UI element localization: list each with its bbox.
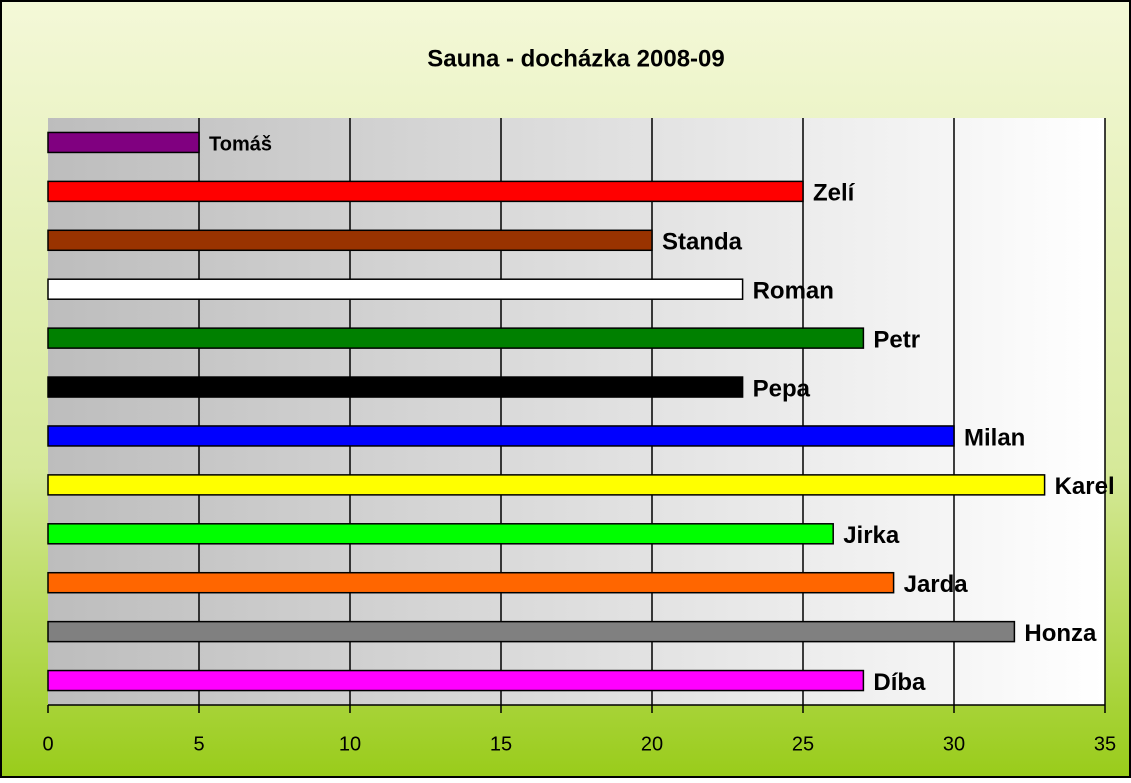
bar-label: Standa <box>662 229 743 256</box>
bar-label: Zelí <box>813 180 856 207</box>
bar <box>47 571 895 594</box>
chart-title: Sauna - docházka 2008-09 <box>427 45 724 72</box>
bar-label: Milan <box>964 424 1025 451</box>
x-tick-label: 0 <box>42 733 53 755</box>
bar <box>47 229 653 252</box>
bar-label: Jarda <box>904 571 969 598</box>
bar-label: Honza <box>1024 620 1097 647</box>
plot-area <box>48 118 1105 705</box>
bar <box>47 278 744 300</box>
x-tick-label: 10 <box>339 733 361 755</box>
bar-label: Jirka <box>843 522 900 549</box>
x-tick-label: 25 <box>792 733 814 755</box>
x-tick-label: 5 <box>193 733 204 755</box>
bar <box>47 474 1046 496</box>
bar-label: Tomáš <box>209 134 272 156</box>
bar-label: Karel <box>1055 473 1115 500</box>
x-tick-label: 20 <box>641 733 663 755</box>
bar <box>47 620 1016 643</box>
bar-label: Pepa <box>753 375 811 402</box>
bar <box>47 523 834 545</box>
x-tick-label: 30 <box>943 733 965 755</box>
bar <box>47 669 865 692</box>
bar <box>47 180 804 203</box>
bar <box>47 425 955 447</box>
x-tick-label: 15 <box>490 733 512 755</box>
bar-label: Díba <box>873 669 926 696</box>
bar-label: Petr <box>873 326 920 353</box>
x-tick-label: 35 <box>1094 733 1116 755</box>
bar <box>47 327 865 349</box>
bar <box>47 376 744 398</box>
bar <box>47 131 200 154</box>
bar-label: Roman <box>753 278 834 305</box>
